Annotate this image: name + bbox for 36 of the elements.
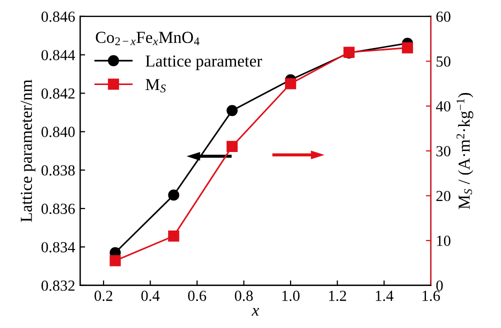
y2-tick-label: 50 [436,56,450,67]
y-tick-label: 0.836 [42,204,75,214]
y2-tick-label: 20 [436,190,450,202]
y-tick-label: 0.844 [42,50,76,60]
x-tick-label: 1.4 [376,290,394,302]
x-tick-label: 0.2 [94,290,112,302]
y2-tick-label: 60 [436,12,450,22]
point [402,42,414,54]
x-tick-label: 1.0 [282,290,300,302]
x-tick-label: 1.2 [329,290,346,302]
x-tick-label: 0.6 [188,290,206,302]
point [168,190,180,201]
y-tick-label: 0.832 [42,280,74,291]
y2-tick-label: 10 [437,236,450,246]
y-tick-label: 0.834 [42,242,76,252]
point [285,78,296,90]
x-tick-label: 0.8 [234,290,253,302]
point [226,104,238,116]
x-axis-title: x [252,308,260,316]
y-tick-label: 0.840 [42,126,75,138]
legend-label: Lattice parameter [146,55,262,70]
point [110,255,121,266]
point [168,230,180,242]
point [226,140,238,152]
y-tick-label: 0.838 [42,165,75,176]
y2-tick-label: 0 [436,280,443,291]
y2-tick-label: 30 [436,146,450,156]
y-tick-label: 0.846 [42,12,75,22]
y-axis-title: Lattice parameter/nm [20,80,36,222]
y2-tick-label: 40 [436,101,450,112]
y2-axis-title: M$_{S}$ / (A·m$^{2}$·kg$^{−1}$) [456,93,474,210]
legend-title: Co$_{2−x}$Fe$_{x}$MnO$_{4}$ [96,32,200,46]
y-tick-label: 0.842 [42,88,74,99]
x-tick-label: 0.4 [141,290,160,302]
x-tick-label: 1.6 [422,290,440,302]
legend-label: M$_{S}$ [146,79,166,92]
